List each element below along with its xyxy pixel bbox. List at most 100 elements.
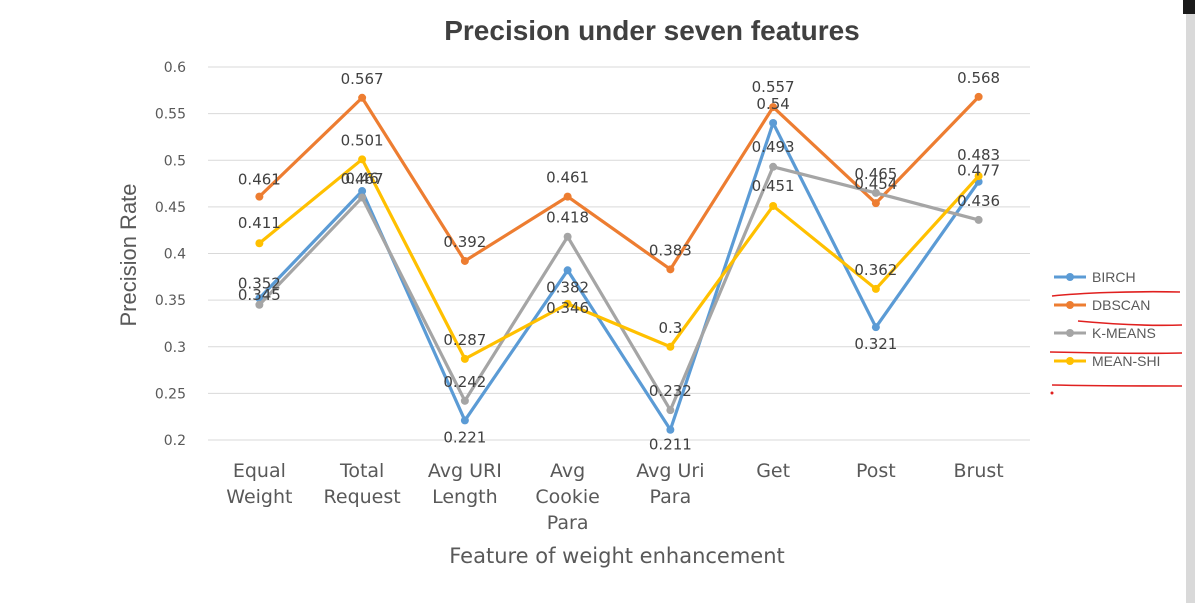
data-label: 0.382 bbox=[546, 278, 589, 296]
data-point bbox=[255, 300, 264, 309]
data-label: 0.461 bbox=[238, 171, 281, 189]
window-edge bbox=[1186, 0, 1195, 603]
legend-entry-label: DBSCAN bbox=[1092, 297, 1150, 313]
data-label: 0.411 bbox=[238, 214, 281, 232]
x-tick-label: Brust bbox=[954, 460, 1004, 482]
x-tick-label: Get bbox=[756, 460, 790, 482]
x-tick-label-line: Weight bbox=[226, 486, 292, 508]
data-label: 0.493 bbox=[752, 138, 795, 156]
data-label: 0.211 bbox=[649, 436, 692, 454]
annotation-dot bbox=[1050, 391, 1054, 395]
data-label: 0.383 bbox=[649, 241, 692, 259]
legend-swatch-marker bbox=[1066, 357, 1074, 365]
legend-swatch-marker bbox=[1066, 301, 1074, 309]
data-point bbox=[871, 323, 880, 332]
x-tick-label: Post bbox=[856, 460, 896, 482]
data-label: 0.436 bbox=[957, 192, 1000, 210]
data-point bbox=[255, 192, 264, 201]
data-label: 0.46 bbox=[345, 170, 378, 188]
y-axis-label: Precision Rate bbox=[116, 183, 141, 326]
y-tick-label: 0.45 bbox=[155, 200, 186, 216]
data-label: 0.221 bbox=[443, 428, 486, 446]
data-label: 0.346 bbox=[546, 299, 589, 317]
legend-entry-label: BIRCH bbox=[1092, 269, 1136, 285]
series-line-k-means bbox=[258, 165, 980, 412]
annotation-stroke bbox=[1049, 351, 1183, 355]
data-point bbox=[974, 92, 983, 101]
y-tick-label: 0.55 bbox=[155, 107, 186, 123]
x-axis-ticks: Equal Weight Total Request Avg URI Length Avg C… bbox=[226, 460, 1003, 534]
legend-swatch-marker bbox=[1066, 273, 1074, 281]
data-label: 0.461 bbox=[546, 169, 589, 187]
x-tick-label-line: Cookie bbox=[535, 486, 600, 508]
x-tick-label: Equal Weight bbox=[226, 460, 292, 508]
window-edge-corner bbox=[1183, 0, 1195, 14]
data-point bbox=[358, 193, 367, 202]
x-tick-label-line: Request bbox=[324, 486, 401, 508]
data-point bbox=[666, 265, 675, 274]
x-tick-label: Avg URI Length bbox=[428, 460, 502, 508]
data-label: 0.567 bbox=[341, 70, 384, 88]
data-point bbox=[666, 406, 675, 415]
data-point bbox=[666, 425, 675, 434]
x-tick-label-line: Length bbox=[432, 486, 498, 508]
legend-swatch-marker bbox=[1066, 329, 1074, 337]
data-point bbox=[769, 103, 778, 112]
data-label: 0.451 bbox=[752, 177, 795, 195]
data-point bbox=[871, 284, 880, 293]
annotation-stroke bbox=[1077, 320, 1183, 327]
data-label: 0.454 bbox=[854, 175, 897, 193]
x-axis-label: Feature of weight enhancement bbox=[449, 544, 785, 568]
chart-title: Precision under seven features bbox=[444, 15, 860, 46]
annotation-stroke bbox=[1051, 384, 1183, 387]
data-point bbox=[255, 239, 264, 248]
data-point bbox=[358, 187, 367, 196]
data-point bbox=[974, 215, 983, 224]
data-label: 0.392 bbox=[443, 233, 486, 251]
x-tick-label-line: Avg URI bbox=[428, 460, 502, 482]
data-point bbox=[871, 199, 880, 208]
data-label: 0.362 bbox=[854, 261, 897, 279]
x-tick-label-line: Total bbox=[339, 460, 384, 482]
data-point bbox=[871, 188, 880, 197]
x-tick-label: Avg Uri Para bbox=[636, 460, 704, 508]
y-tick-label: 0.35 bbox=[155, 293, 186, 309]
y-tick-label: 0.3 bbox=[164, 340, 186, 356]
data-label: 0.557 bbox=[752, 78, 795, 96]
x-tick-label-line: Post bbox=[856, 460, 896, 482]
y-axis-ticks: 0.2 0.25 0.3 0.35 0.4 0.45 0.5 0.55 0.6 bbox=[155, 60, 186, 449]
data-point bbox=[666, 342, 675, 351]
data-point bbox=[358, 155, 367, 164]
data-point bbox=[358, 93, 367, 102]
data-point bbox=[563, 192, 572, 201]
data-point bbox=[769, 201, 778, 210]
data-point bbox=[563, 232, 572, 241]
x-tick-label-line: Avg Uri bbox=[636, 460, 704, 482]
data-point bbox=[460, 396, 469, 405]
data-point bbox=[563, 266, 572, 275]
data-point bbox=[563, 299, 572, 308]
annotation-stroke bbox=[1051, 290, 1181, 297]
data-label: 0.477 bbox=[957, 162, 1000, 180]
x-tick-label-line: Avg bbox=[550, 460, 585, 482]
data-point bbox=[460, 416, 469, 425]
y-tick-label: 0.25 bbox=[155, 386, 186, 402]
x-tick-label-line: Para bbox=[547, 512, 589, 534]
data-label: 0.345 bbox=[238, 286, 281, 304]
y-tick-label: 0.5 bbox=[164, 153, 186, 169]
data-label: 0.483 bbox=[957, 146, 1000, 164]
data-label: 0.287 bbox=[443, 331, 486, 349]
y-tick-label: 0.6 bbox=[164, 60, 186, 76]
data-point bbox=[255, 294, 264, 303]
red-annotation-marks bbox=[1049, 290, 1183, 395]
data-label: 0.352 bbox=[238, 274, 281, 292]
data-label: 0.568 bbox=[957, 69, 1000, 87]
data-label: 0.242 bbox=[443, 373, 486, 391]
data-point bbox=[769, 118, 778, 127]
x-tick-label: Total Request bbox=[324, 460, 401, 508]
data-label: 0.467 bbox=[341, 170, 384, 188]
data-point bbox=[769, 162, 778, 171]
legend: BIRCH DBSCAN K-MEANS MEAN-SHI bbox=[1054, 269, 1160, 369]
x-tick-label-line: Get bbox=[756, 460, 790, 482]
